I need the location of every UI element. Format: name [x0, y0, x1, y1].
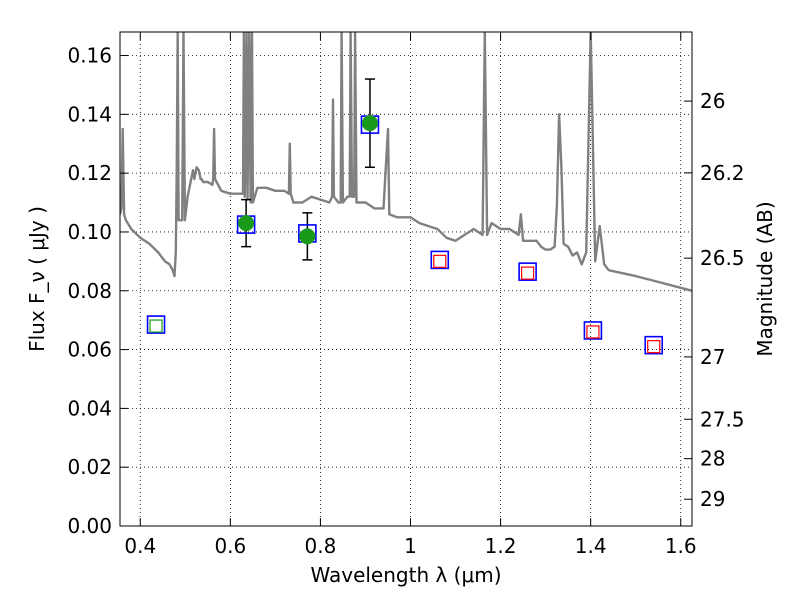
x-tick-label: 1.4 [575, 534, 607, 558]
model-band-flux-marker [644, 335, 664, 355]
x-axis-title: Wavelength λ (μm) [310, 563, 501, 587]
right-tick-label: 26.5 [700, 246, 745, 270]
right-tick-label: 27 [700, 345, 725, 369]
right-tick-label: 27.5 [700, 407, 745, 431]
detection-point [238, 215, 255, 232]
detection-point [299, 228, 316, 245]
y-tick-label: 0.02 [67, 455, 112, 479]
upper-limit-marker [521, 266, 535, 280]
y-tick-label: 0.08 [67, 279, 112, 303]
y-tick-label: 0.10 [67, 220, 112, 244]
upper-limit-marker [647, 340, 661, 354]
plot-area [120, 32, 692, 355]
right-tick-label: 26.2 [700, 161, 745, 185]
plot-frame [119, 31, 693, 527]
axes: 0.4 0.6 0.8 1 1.2 1.4 1.6 0.00 0.02 0.04 0.06 0.08 0… [25, 32, 777, 587]
y-tick-label: 0.12 [67, 161, 112, 185]
model-band-flux-marker [430, 250, 450, 270]
y-tick-label: 0.14 [67, 102, 112, 126]
right-axis-title: Magnitude (AB) [753, 201, 777, 356]
x-tick-label: 1.6 [665, 534, 697, 558]
upper-limit-marker [586, 325, 600, 339]
x-tick-label: 0.6 [214, 534, 246, 558]
right-tick-label: 26 [700, 89, 725, 113]
detection-point [361, 115, 378, 132]
x-tick-label: 1 [404, 534, 417, 558]
x-tick-label: 0.4 [124, 534, 156, 558]
y-axis-title: Flux F_ν ( μJy ) [25, 206, 49, 352]
y-tick-label: 0.16 [67, 44, 112, 68]
detection-small-marker [149, 319, 163, 333]
model-spectrum-line [120, 32, 692, 292]
model-band-flux-marker [583, 321, 603, 340]
y-tick-label: 0.00 [67, 514, 112, 538]
grid-lines [120, 32, 692, 527]
upper-limit-marker [433, 254, 447, 268]
x-tick-label: 0.8 [305, 534, 337, 558]
right-tick-label: 29 [700, 487, 725, 511]
model-band-flux-marker [518, 262, 537, 281]
y-tick-label: 0.06 [67, 338, 112, 362]
x-tick-label: 1.2 [485, 534, 517, 558]
y-tick-label: 0.04 [67, 396, 112, 420]
model-band-flux-marker [146, 315, 166, 334]
right-tick-label: 28 [700, 447, 725, 471]
